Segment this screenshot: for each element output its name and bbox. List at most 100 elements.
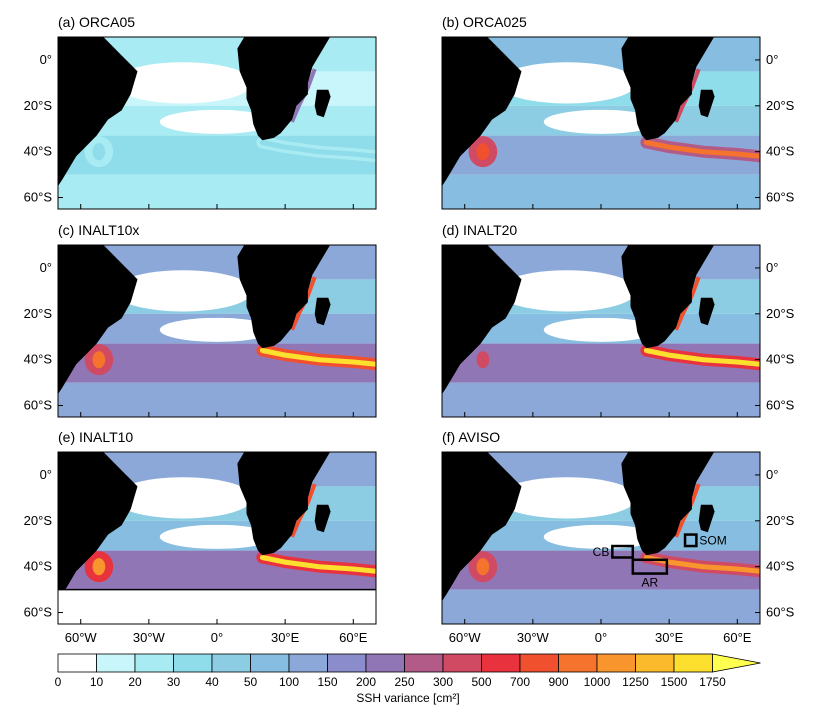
agulhas-core [259,555,376,574]
lat-tick-label: 60°S [24,605,53,620]
south-america-landmass [442,245,522,395]
colorbar-tick-label: 1250 [622,675,649,689]
panel-1: (a) ORCA05 0° 20°S 40°S 60°S [24,14,377,210]
lon-tick-label: 0° [211,630,223,645]
africa-landmass [58,452,331,556]
colorbar-segment [635,653,675,673]
madagascar-landmass [698,297,715,326]
panel-title: (d) INALT20 [442,222,517,238]
lat-tick-label: 60°S [24,190,53,205]
ocean-band [442,382,760,417]
lat-tick-label: 40°S [766,144,795,159]
lon-tick-label: 30°E [271,630,300,645]
south-america-landmass [442,452,522,602]
colorbar-segment [596,653,636,673]
colorbar-segment [327,653,367,673]
colorbar-segment [673,653,713,673]
colorbar-tick-label: 200 [356,675,376,689]
madagascar-landmass [314,504,331,533]
colorbar-segment [519,653,559,673]
low-variance-patch [159,317,275,342]
colorbar-segment [288,653,328,673]
madagascar-landmass [698,504,715,533]
confluence-core [476,351,490,369]
lat-tick-label: 20°S [24,513,53,528]
low-variance-patch [159,109,275,134]
lat-tick-label: 20°S [766,513,795,528]
region-label-cb: CB [593,545,610,559]
lon-tick-label: 60°E [723,630,752,645]
colorbar-segment [96,653,136,673]
lat-tick-label: 40°S [24,144,53,159]
agulhas-core [643,140,760,159]
lon-tick-label: 0° [595,630,607,645]
colorbar-tick-label: 40 [205,675,219,689]
colorbar-tick-label: 500 [471,675,491,689]
region-box-cb [611,544,635,559]
colorbar-tick-label: 100 [279,675,299,689]
colorbar-tick-label: 1750 [699,675,726,689]
colorbar-segment [404,653,444,673]
panel-title: (b) ORCA025 [442,14,527,30]
lon-tick-label: 30°W [133,630,166,645]
agulhas-core [259,140,376,159]
lat-tick-label: 40°S [24,352,53,367]
lon-tick-label: 60°W [65,630,98,645]
low-variance-patch [496,62,637,104]
map-area [58,245,376,417]
confluence-core [92,143,106,161]
confluence-core [92,558,106,576]
map-area [442,37,760,209]
region-box-som [683,533,698,548]
low-variance-patch [112,270,253,312]
colorbar-segment [57,653,97,673]
confluence-core [92,351,106,369]
south-america-landmass [58,37,138,187]
lat-tick-label: 0° [766,52,778,67]
colorbar-tick-label: 150 [317,675,337,689]
colorbar-tick-label: 50 [244,675,258,689]
colorbar-tick-label: 250 [394,675,414,689]
lat-tick-label: 0° [40,52,52,67]
lat-tick-label: 20°S [24,306,53,321]
madagascar-landmass [314,89,331,118]
panel-title: (a) ORCA05 [58,14,135,30]
lat-tick-label: 20°S [766,306,795,321]
lat-tick-label: 20°S [24,98,53,113]
colorbar-segment [481,653,521,673]
colorbar-tick-label: 30 [167,675,181,689]
lat-tick-label: 60°S [766,605,795,620]
colorbar-segment [211,653,251,673]
low-variance-patch [496,270,637,312]
africa-landmass [442,452,715,556]
low-variance-patch [543,524,659,549]
lat-tick-label: 60°S [766,398,795,413]
map-area [442,452,760,624]
low-variance-patch [543,109,659,134]
colorbar-segment [558,653,598,673]
colorbar-segment [134,653,174,673]
colorbar-title: SSH variance [cm²] [356,691,459,705]
south-america-landmass [58,245,138,395]
africa-landmass [442,37,715,141]
lat-tick-label: 40°S [24,559,53,574]
ocean-band [58,174,376,209]
colorbar-segment [365,653,405,673]
confluence-core [476,143,490,161]
lon-tick-label: 60°E [339,630,368,645]
south-america-landmass [58,452,138,602]
low-variance-patch [112,477,253,519]
agulhas-core [259,348,376,367]
region-label-ar: AR [641,576,658,590]
colorbar-extend-triangle [712,653,761,673]
colorbar-tick-label: 900 [548,675,568,689]
map-area [442,245,760,417]
colorbar-tick-label: 300 [433,675,453,689]
panel-title: (e) INALT10 [58,429,133,445]
colorbar-tick-label: 1500 [661,675,688,689]
colorbar-tick-label: 10 [90,675,104,689]
low-variance-patch [543,317,659,342]
lat-tick-label: 20°S [766,98,795,113]
colorbar-segment [173,653,213,673]
panel-5: (e) INALT10 0° 20°S 40°S 60°S 60°W 30°W 0° 30°E 6… [24,429,377,645]
